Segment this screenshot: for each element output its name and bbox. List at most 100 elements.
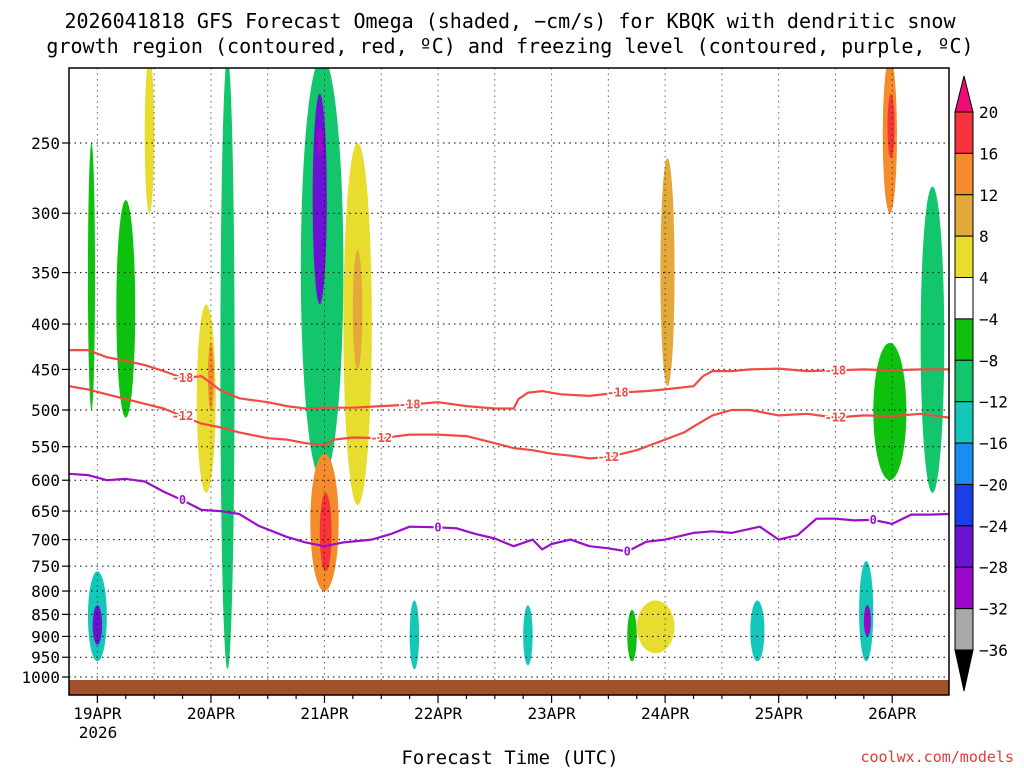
y-tick-label-350: 350 [31,264,60,283]
contour-label-2-0: 0 [179,493,186,507]
omega-cell-19 [660,158,675,387]
contour-label-0-1: -18 [399,398,421,412]
colorbar-label-6: −8 [979,351,998,370]
omega-cell-26 [920,186,945,493]
colorbar-label-8: −16 [979,434,1008,453]
y-tick-label-400: 400 [31,315,60,334]
colorbar-swatch-13 [954,608,974,651]
contour-label-0-3: -18 [825,363,847,377]
contour-label-2-2: 0 [624,545,631,559]
contour-label-1-0: -12 [172,409,194,423]
y-axis: 250 300 350 400 450 500 550 600 650 700 750 800 850 9… [21,134,69,687]
chart-title-line-1: 2026041818 GFS Forecast Omega (shaded, −… [64,9,956,33]
omega-cell-16 [523,605,533,666]
colorbar-label-0: 20 [979,103,998,122]
y-tick-label-1000: 1000 [21,668,60,687]
colorbar-label-4: 4 [979,269,989,288]
colorbar-swatch-3 [954,194,974,237]
colorbar-label-12: −32 [979,600,1008,619]
x-axis: 19APR 20APR 21APR 22APR 23APR 24APR 25APR 26APR [73,695,917,723]
omega-cell-7 [220,68,235,670]
chart-title-line-2: growth region (contoured, red, ºC) and f… [46,34,973,58]
y-tick-label-450: 450 [31,360,60,379]
contour-line-0 [69,349,949,410]
colorbar-swatch-10 [954,483,974,527]
x-tick-label-23APR: 23APR [527,704,576,723]
omega-cell-10 [316,127,323,159]
colorbar-swatch-5 [954,277,974,320]
colorbar-label-13: −36 [979,641,1008,660]
colorbar-label-7: −12 [979,393,1008,412]
omega-cell-25 [873,342,907,481]
plot-frame [68,67,950,696]
colorbar-swatch-11 [954,525,974,568]
y-tick-label-700: 700 [31,531,60,550]
plot-background [69,68,949,695]
x-tick-label-24APR: 24APR [641,704,690,723]
colorbar-swatch-2 [954,152,974,196]
omega-shading-layer [87,68,945,670]
colorbar-swatch-12 [954,566,974,610]
y-tick-label-250: 250 [31,134,60,153]
x-tick-label-25APR: 25APR [755,704,804,723]
x-axis-title: Forecast Time (UTC) [401,747,618,768]
contour-label-0-0: -18 [172,371,194,385]
y-tick-label-300: 300 [31,204,60,223]
y-tick-label-850: 850 [31,605,60,624]
colorbar-label-11: −28 [979,558,1008,577]
colorbar-swatch-4 [954,235,974,279]
y-tick-label-950: 950 [31,648,60,667]
colorbar-top-arrow [954,75,974,113]
contour-layer: -18 -18 -18 -18 -12 -12 -12 -12 0 0 0 0 [69,349,949,560]
omega-cell-15 [409,600,420,670]
colorbar-swatch-8 [954,401,974,444]
omega-cell-22 [863,605,871,637]
contour-label-2-1: 0 [434,520,441,534]
colorbar-label-3: 8 [979,227,989,246]
omega-cell-24 [887,93,895,159]
x-tick-label-26APR: 26APR [868,704,917,723]
contour-line-2 [69,472,949,553]
x-tick-label-19APR: 19APR [73,704,122,723]
colorbar-label-1: 16 [979,144,998,163]
y-tick-label-650: 650 [31,502,60,521]
y-tick-label-550: 550 [31,438,60,457]
colorbar-label-10: −24 [979,517,1008,536]
x-tick-label-20APR: 20APR [187,704,236,723]
omega-cell-18 [636,600,675,654]
omega-cell-2 [92,605,103,645]
contour-label-1-2: -12 [598,450,620,464]
credit-link[interactable]: coolwx.com/models [860,748,1014,766]
grid-layer [69,68,949,695]
omega-cell-14 [352,249,363,370]
contour-line-1 [69,385,949,460]
contour-label-0-2: -18 [607,386,629,400]
colorbar-label-9: −20 [979,475,1008,494]
colorbar-label-5: −4 [979,310,998,329]
omega-cell-12 [319,492,332,572]
y-tick-label-900: 900 [31,627,60,646]
colorbar-swatch-9 [954,442,974,485]
omega-cell-20 [750,600,765,662]
colorbar-swatch-1 [954,111,974,154]
omega-cell-0 [87,143,96,410]
omega-cell-3 [116,200,136,418]
colorbar-swatch-7 [954,359,974,403]
contour-label-1-1: -12 [370,431,392,445]
contour-label-2-3: 0 [870,513,877,527]
omega-cell-9 [312,93,327,305]
omega-cell-4 [144,68,155,214]
y-tick-label-500: 500 [31,401,60,420]
colorbar: 20 16 12 8 4 −4 −8 −12 −16 −20 −24 −28 −32 −36 [954,75,1008,692]
x-tick-label-21APR: 21APR [300,704,349,723]
y-tick-label-800: 800 [31,582,60,601]
contour-label-1-3: -12 [825,411,847,425]
colorbar-label-2: 12 [979,186,998,205]
omega-cell-17 [627,609,637,662]
x-axis-year-label: 2026 [79,723,118,742]
y-tick-label-600: 600 [31,471,60,490]
y-tick-label-750: 750 [31,557,60,576]
x-tick-label-22APR: 22APR [414,704,463,723]
colorbar-bottom-arrow [954,649,974,692]
